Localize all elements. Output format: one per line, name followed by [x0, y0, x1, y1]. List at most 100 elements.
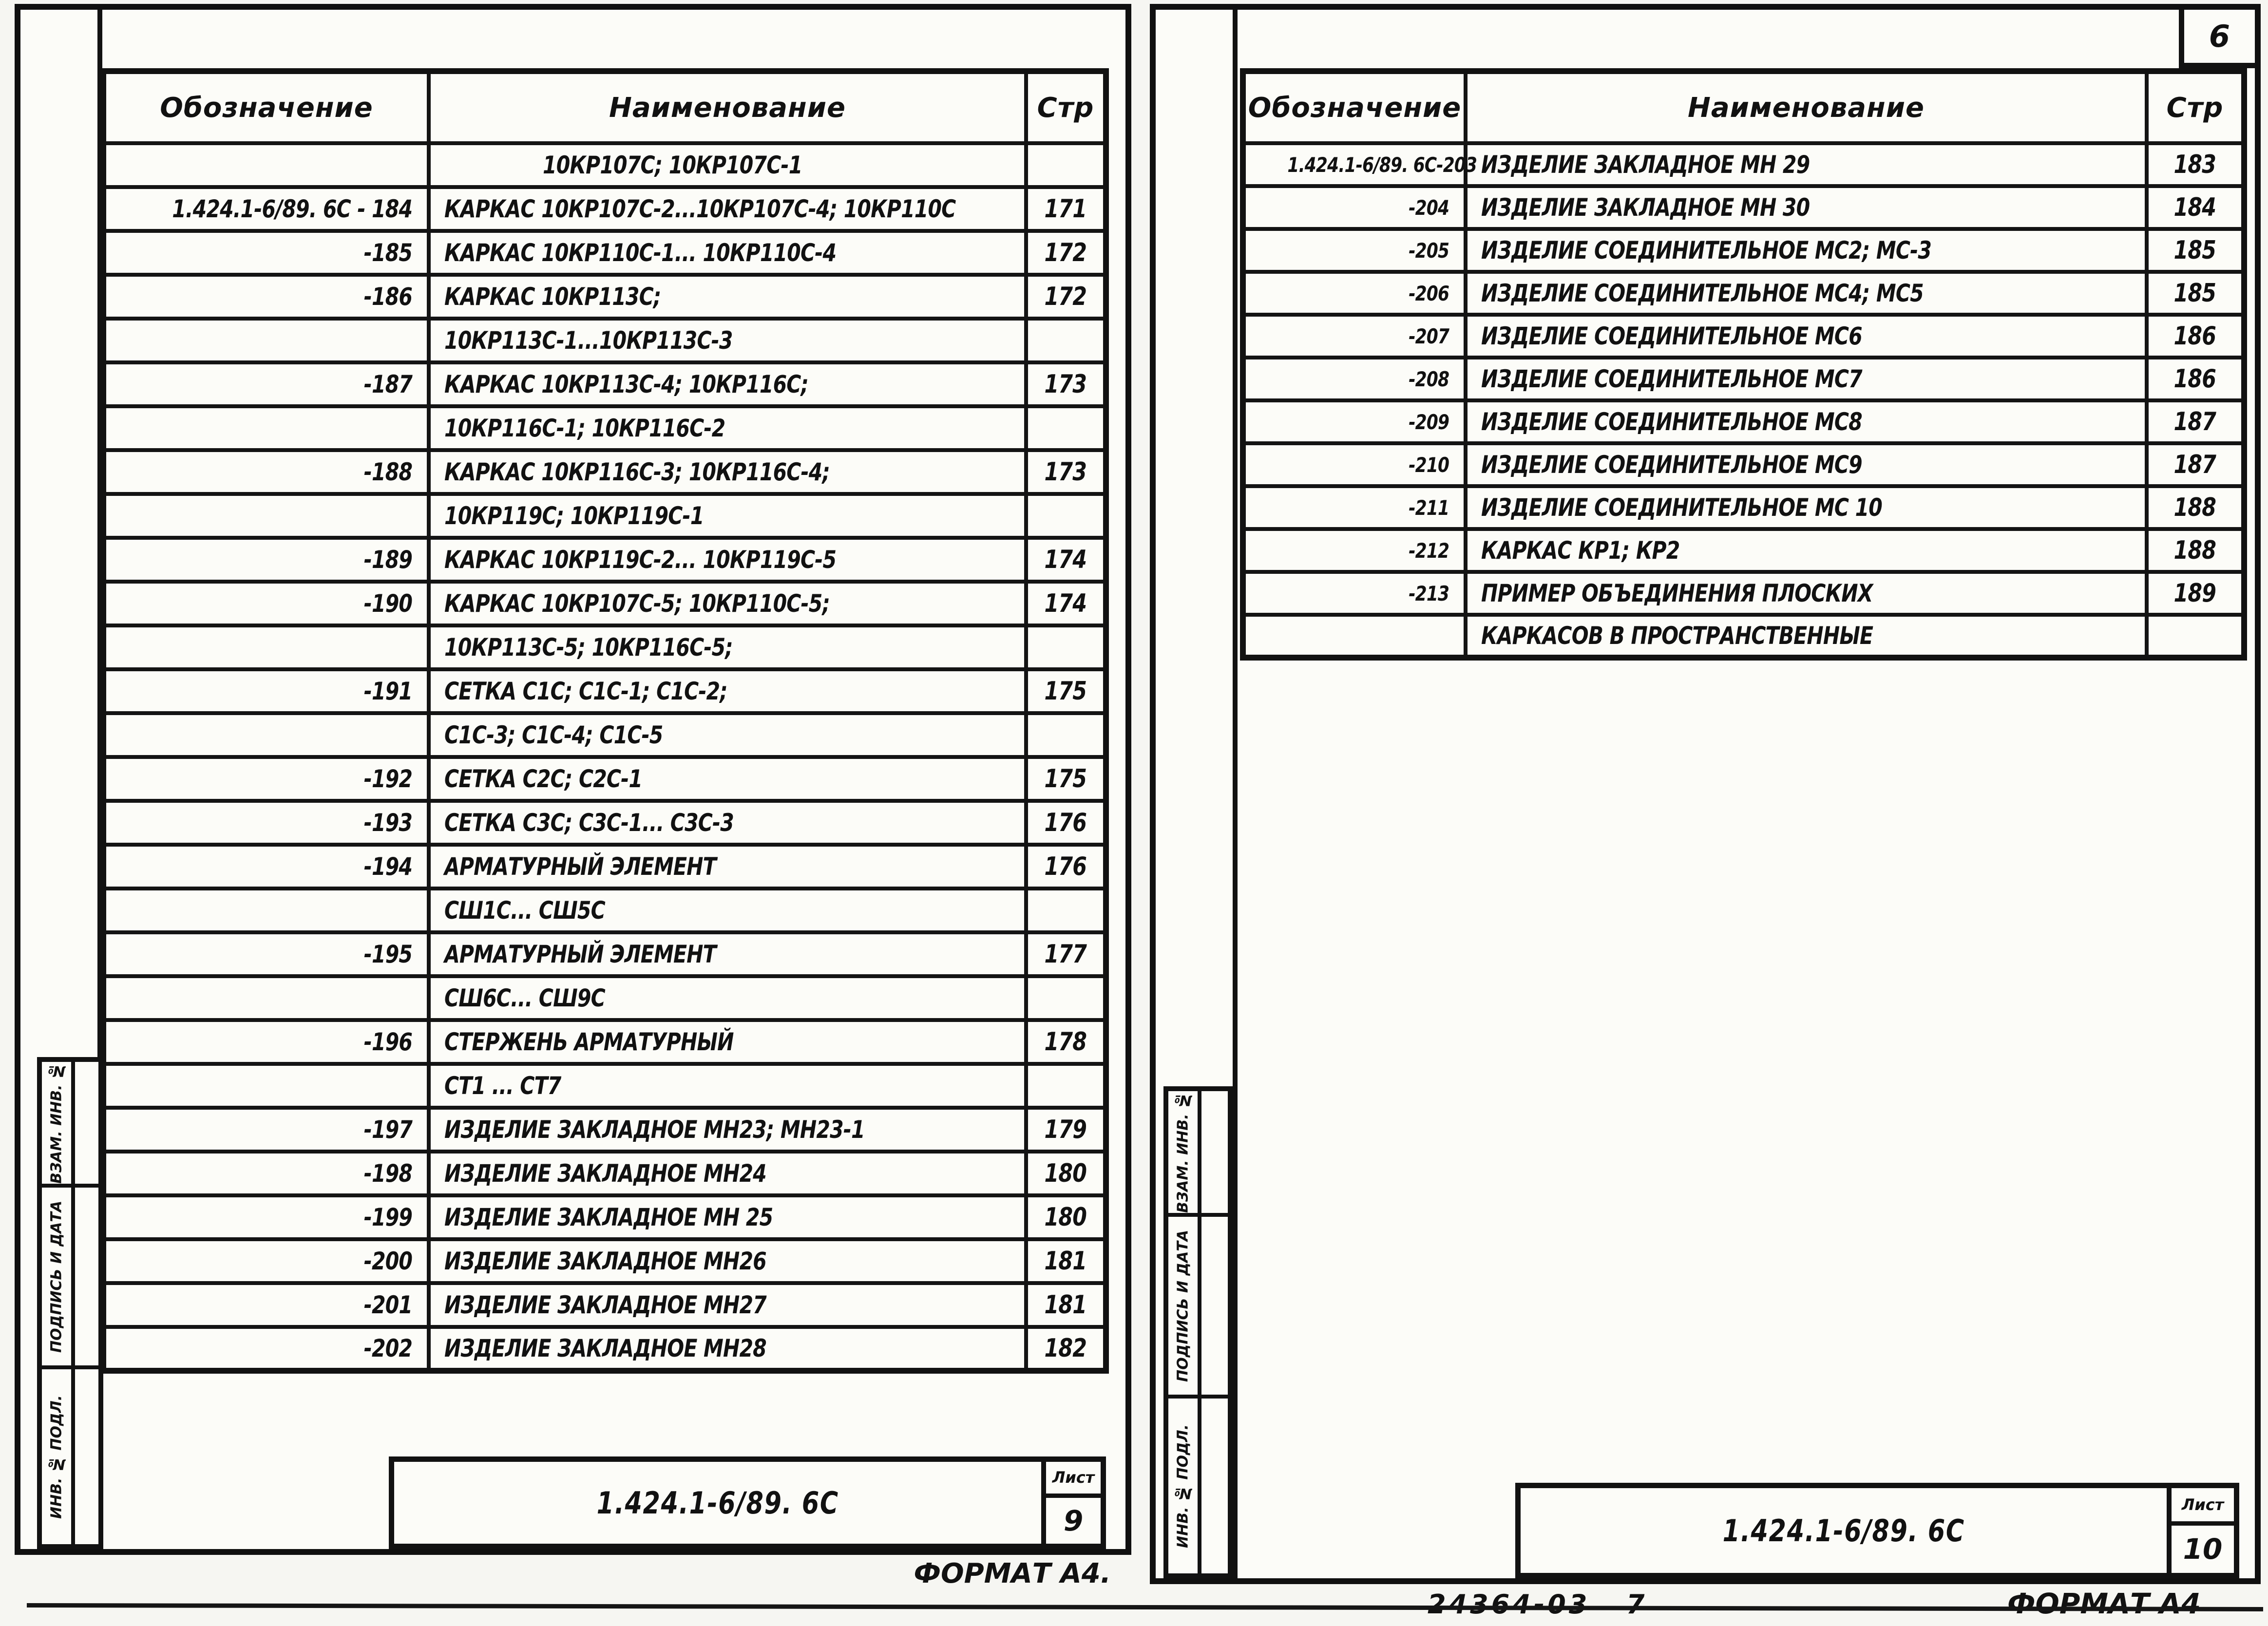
designation-cell: -213	[1241, 570, 1468, 617]
page-cell	[1024, 141, 1108, 189]
designation-cell	[101, 1062, 431, 1110]
name-cell: Каркас 10КР107С-5; 10КР110С-5;	[427, 580, 1028, 627]
table-row: -211 Изделие соединительное МС 10 188	[1241, 484, 2246, 531]
table-row: -205 Изделие соединительное МС2; МС-3 18…	[1241, 227, 2246, 274]
page-cell: 175	[1024, 755, 1108, 803]
stamp-label-podpis-data: Подпись и дата	[1168, 1217, 1198, 1395]
name-cell: 10КР119С; 10КР119С-1	[427, 492, 1028, 540]
designation-cell: -208	[1241, 356, 1468, 402]
table-row: -192 Сетка С2С; С2С-1 175	[101, 755, 1108, 803]
designation-cell: -210	[1241, 441, 1468, 488]
name-cell: Изделие соединительное МС2; МС-3	[1464, 227, 2149, 274]
sheet-label: Лист	[2172, 1488, 2234, 1526]
designation-cell: -193	[101, 799, 431, 847]
designation-cell: -206	[1241, 270, 1468, 317]
column-header-name: Наименование	[427, 69, 1028, 145]
table-row: -189 Каркас 10КР119С-2... 10КР119С-5 174	[101, 536, 1108, 584]
name-cell: Изделие соединительное МС 10	[1464, 484, 2149, 531]
table-row: -186 Каркас 10КР113С; 172	[101, 273, 1108, 321]
page-cell: 178	[1024, 1018, 1108, 1066]
name-cell: 10КР113С-1...10КР113С-3	[427, 317, 1028, 364]
format-note-right: Формат А4	[2007, 1587, 2201, 1620]
designation-cell: -211	[1241, 484, 1468, 531]
page-cell	[1024, 1062, 1108, 1110]
designation-cell: -201	[101, 1281, 431, 1329]
name-cell: Каркас КР1; КР2	[1464, 527, 2149, 574]
table-row: -212 Каркас КР1; КР2 188	[1241, 527, 2246, 574]
designation-cell: -196	[101, 1018, 431, 1066]
margin-line	[97, 10, 102, 1549]
scan-edge-line	[26, 1603, 2264, 1612]
name-cell: 10КР116С-1; 10КР116С-2	[427, 404, 1028, 452]
page-cell: 175	[1024, 667, 1108, 715]
page-cell: 186	[2145, 356, 2246, 402]
designation-cell: -198	[101, 1150, 431, 1197]
name-cell: Изделие закладное МН26	[427, 1237, 1028, 1285]
page-cell: 186	[2145, 313, 2246, 359]
name-cell: Ст1 ... Ст7	[427, 1062, 1028, 1110]
column-header-name: Наименование	[1464, 69, 2149, 145]
table-row: -191 Сетка С1С; С1С-1; С1С-2; 175	[101, 667, 1108, 715]
name-cell: Изделие закладное МН 29	[1464, 141, 2149, 188]
table-row: -187 Каркас 10КР113С-4; 10КР116С; 173	[101, 360, 1108, 408]
page-cell: 185	[2145, 270, 2246, 317]
page-cell	[1024, 624, 1108, 671]
table-row: -207 Изделие соединительное МС6 186	[1241, 313, 2246, 359]
table-row: -209 Изделие соединительное МС8 187	[1241, 398, 2246, 445]
name-cell: Изделие закладное МН 30	[1464, 184, 2149, 231]
name-cell: Изделие соединительное МС4; МС5	[1464, 270, 2149, 317]
table-row: -188 Каркас 10КР116С-3; 10КР116С-4; 173	[101, 448, 1108, 496]
table-row: -190 Каркас 10КР107С-5; 10КР110С-5; 174	[101, 580, 1108, 627]
stamp-label-vzam-inv: Взам. инв. №	[1168, 1091, 1198, 1213]
designation-cell: -204	[1241, 184, 1468, 231]
title-block-code: 1.424.1-6/89. 6С	[596, 1485, 839, 1521]
page-cell	[1024, 711, 1108, 759]
designation-cell: -185	[101, 229, 431, 277]
contents-table-left: Обозначение Наименование Стр 10КР107С; 1…	[100, 68, 1109, 1374]
table-header-row: Обозначение Наименование Стр	[1241, 69, 2246, 145]
page-cell: 176	[1024, 799, 1108, 847]
sheet-cell: Лист 10	[2167, 1488, 2234, 1573]
designation-cell: -188	[101, 448, 431, 496]
designation-cell: -199	[101, 1193, 431, 1241]
table-row: Ст1 ... Ст7	[101, 1062, 1108, 1110]
stamp-label-inv-podl: Инв. № подл.	[1168, 1399, 1198, 1573]
margin-line	[1233, 10, 1238, 1578]
page-cell	[1024, 404, 1108, 452]
page-cell: 172	[1024, 229, 1108, 277]
name-cell: Каркас 10КР116С-3; 10КР116С-4;	[427, 448, 1028, 496]
title-block: 1.424.1-6/89. 6С Лист 9	[389, 1456, 1106, 1549]
designation-cell: -190	[101, 580, 431, 627]
name-cell: Изделие соединительное МС6	[1464, 313, 2149, 359]
table-row: -198 Изделие закладное МН24 180	[101, 1150, 1108, 1197]
designation-cell	[101, 317, 431, 364]
name-cell: Каркас 10КР113С-4; 10КР116С;	[427, 360, 1028, 408]
page-sheet-9: Обозначение Наименование Стр 10КР107С; 1…	[15, 4, 1131, 1555]
name-cell: Сетка С2С; С2С-1	[427, 755, 1028, 803]
name-cell: Каркас 10КР107С-2...10КР107С-4; 10КР110С	[427, 185, 1028, 233]
name-cell: каркасов в пространственные	[1464, 613, 2149, 660]
name-cell: СШ1С... СШ5С	[427, 887, 1028, 934]
designation-cell: -186	[101, 273, 431, 321]
table-row: СШ1С... СШ5С	[101, 887, 1108, 934]
stamp-blank-cell	[1201, 1217, 1228, 1395]
page-cell: 176	[1024, 843, 1108, 890]
name-cell: Каркас 10КР110С-1... 10КР110С-4	[427, 229, 1028, 277]
name-cell: Сетка С1С; С1С-1; С1С-2;	[427, 667, 1028, 715]
name-cell: Каркас 10КР119С-2... 10КР119С-5	[427, 536, 1028, 584]
name-cell: Изделие соединительное МС9	[1464, 441, 2149, 488]
page-cell: 180	[1024, 1150, 1108, 1197]
column-header-page: Стр	[2145, 69, 2246, 145]
designation-cell: -191	[101, 667, 431, 715]
table-row: 1.424.1-6/89. 6С - 184 Каркас 10КР107С-2…	[101, 185, 1108, 233]
designation-cell: -189	[101, 536, 431, 584]
stamp-blank-cell	[1201, 1399, 1228, 1573]
table-row: -193 Сетка С3С; С3С-1... С3С-3 176	[101, 799, 1108, 847]
name-cell: Изделие закладное МН28	[427, 1325, 1028, 1373]
page-cell: 183	[2145, 141, 2246, 188]
page-cell: 181	[1024, 1237, 1108, 1285]
table-row: -206 Изделие соединительное МС4; МС5 185	[1241, 270, 2246, 317]
table-row: 10КР119С; 10КР119С-1	[101, 492, 1108, 540]
name-cell: Изделие закладное МН23; МН23-1	[427, 1106, 1028, 1153]
name-cell: Стержень арматурный	[427, 1018, 1028, 1066]
